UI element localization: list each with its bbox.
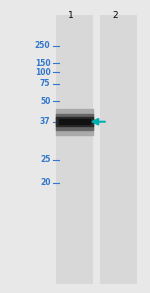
Bar (56, 109, 93, 135)
Text: 250: 250 (35, 41, 51, 50)
Text: 20: 20 (40, 178, 51, 188)
Text: 150: 150 (35, 59, 51, 68)
Bar (56, 117, 93, 127)
Text: 37: 37 (40, 117, 51, 126)
Bar (100, 15, 137, 284)
Text: 1: 1 (68, 11, 73, 20)
Bar (59, 119, 90, 124)
Text: 50: 50 (40, 97, 51, 106)
Bar (56, 15, 93, 284)
Text: 75: 75 (40, 79, 51, 88)
Bar (56, 114, 93, 130)
Text: 2: 2 (112, 11, 118, 20)
Text: 100: 100 (35, 68, 51, 77)
Text: 25: 25 (40, 155, 51, 164)
